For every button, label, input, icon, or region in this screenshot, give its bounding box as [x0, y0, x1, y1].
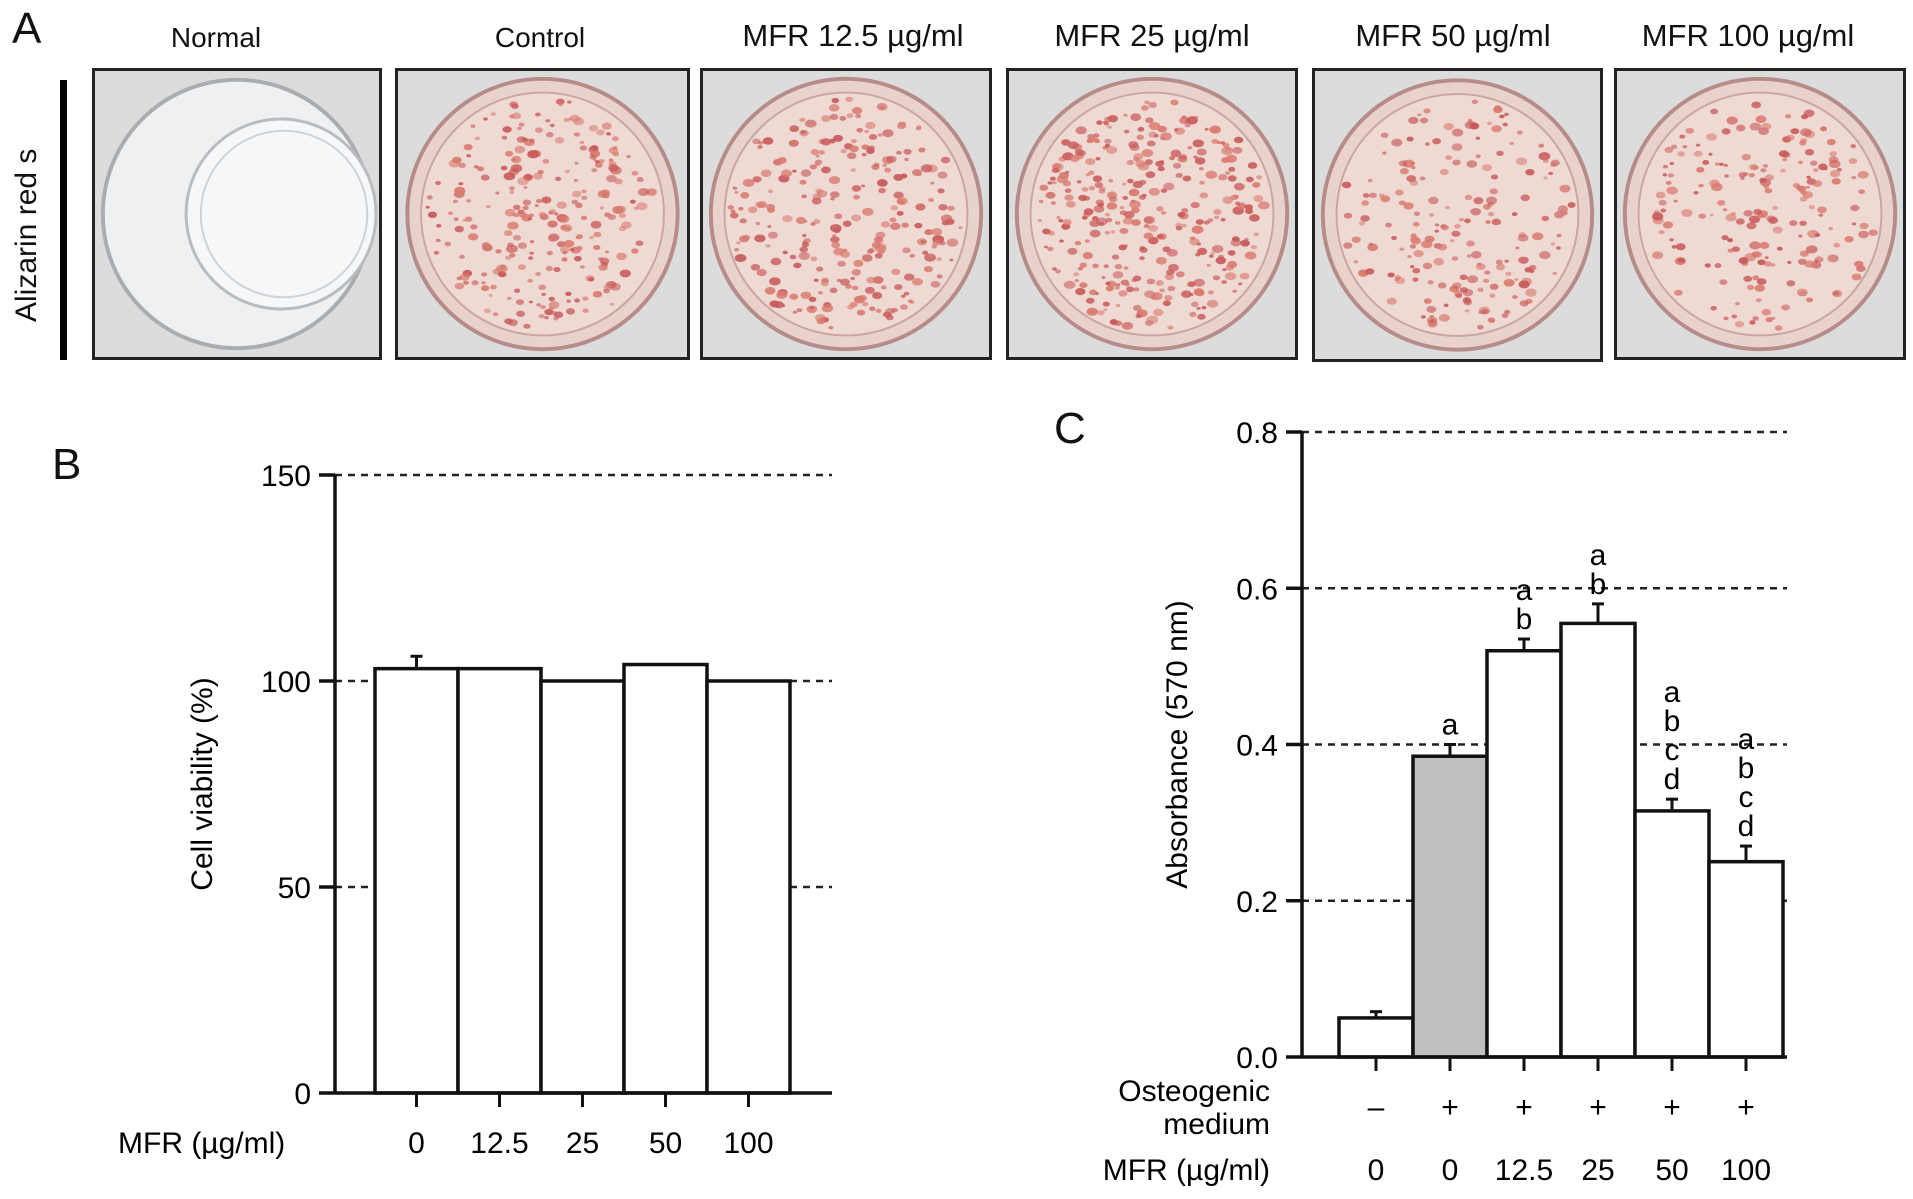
well-image-control: [395, 68, 690, 360]
significance-letter-c: b: [1664, 705, 1681, 738]
row-label-osteogenic-line1: Osteogenic: [1118, 1075, 1270, 1108]
mineral-nodules: [1341, 99, 1576, 330]
y-tick-label-c: 0.6: [1236, 573, 1278, 606]
x-tick-label-b: 0: [408, 1127, 425, 1160]
y-axis-label-c: Absorbance (570 nm): [1161, 600, 1194, 889]
well-image-mfr-100: [1614, 68, 1906, 360]
significance-letter-c: c: [1665, 734, 1680, 767]
osteogenic-mark-c: +: [1663, 1091, 1681, 1124]
osteogenic-mark-c: +: [1515, 1091, 1533, 1124]
x-tick-label-b: 12.5: [470, 1127, 528, 1160]
x-tick-label-c: 25: [1581, 1154, 1614, 1187]
dish-inner-rim: [1029, 91, 1275, 337]
well-label-control: Control: [494, 22, 586, 53]
y-tick-label-c: 0.0: [1236, 1042, 1278, 1075]
significance-letter-c: a: [1738, 723, 1755, 756]
significance-letter-c: c: [1739, 781, 1754, 814]
panel-a-letter: A: [12, 4, 42, 53]
significance-letter-c: b: [1516, 603, 1533, 636]
x-tick-label-c: 0: [1442, 1154, 1459, 1187]
bar-c-1: [1411, 754, 1489, 1059]
x-tick-label-c: 0: [1368, 1154, 1385, 1187]
x-tick-label-c: 100: [1721, 1154, 1771, 1187]
osteogenic-mark-c: +: [1589, 1091, 1607, 1124]
bar-b-25: [539, 679, 626, 1095]
row-bracket-bar: [60, 80, 67, 360]
well-image-mfr-25: [1006, 68, 1298, 360]
mineral-nodules: [727, 96, 963, 330]
x-tick-label-c: 12.5: [1495, 1154, 1553, 1187]
mineral-nodules: [425, 98, 657, 329]
well-label-normal: Normal: [170, 22, 262, 53]
osteogenic-mark-c: +: [1441, 1091, 1459, 1124]
x-tick-label-b: 100: [723, 1127, 773, 1160]
bar-b-12.5: [456, 666, 543, 1095]
bar-c-5: [1707, 859, 1785, 1059]
well-label-mfr-12-5: MFR 12.5 µg/ml: [742, 18, 964, 53]
y-tick-label-b: 0: [294, 1078, 311, 1111]
y-tick-label-c: 0.2: [1236, 886, 1278, 919]
well-label-mfr-50: MFR 50 µg/ml: [1355, 18, 1551, 53]
osteogenic-mark-c: +: [1737, 1091, 1755, 1124]
dish-lid-rim: [199, 129, 369, 299]
significance-letter-c: b: [1738, 752, 1755, 785]
dish-lid: [184, 117, 378, 311]
bar-c-4: [1633, 809, 1711, 1059]
x-axis-label-b: MFR (µg/ml): [118, 1127, 285, 1160]
panel-b-letter: B: [52, 440, 82, 489]
mineral-nodules: [1037, 99, 1270, 330]
y-axis-label-b: Cell viability (%): [186, 677, 219, 890]
significance-letter-c: a: [1590, 539, 1607, 572]
y-tick-label-b: 50: [278, 872, 311, 905]
bar-c-2: [1485, 649, 1563, 1059]
significance-letter-c: b: [1590, 568, 1607, 601]
well-label-mfr-25: MFR 25 µg/ml: [1054, 18, 1250, 53]
mineral-nodules: [1651, 101, 1878, 331]
row-label-osteogenic-line2: medium: [1163, 1108, 1270, 1141]
y-tick-label-c: 0.4: [1236, 730, 1278, 763]
well-image-mfr-12-5: [700, 68, 992, 360]
well-image-mfr-50: [1312, 68, 1603, 362]
bar-c-0: [1337, 1016, 1415, 1059]
x-tick-label-b: 25: [566, 1127, 599, 1160]
y-tick-label-b: 100: [261, 666, 311, 699]
y-tick-label-c: 0.8: [1236, 417, 1278, 450]
significance-letter-c: a: [1516, 574, 1533, 607]
well-label-mfr-100: MFR 100 µg/ml: [1641, 18, 1855, 53]
well-image-normal: [92, 68, 382, 360]
significance-letter-c: d: [1738, 810, 1755, 843]
significance-letter-c: a: [1442, 709, 1459, 742]
osteogenic-mark-c: –: [1368, 1091, 1385, 1124]
significance-letter-c: a: [1664, 676, 1681, 709]
significance-letter-c: d: [1664, 763, 1681, 796]
panel-c-letter: C: [1054, 404, 1086, 453]
bar-b-100: [705, 679, 792, 1095]
row-label-mfr-c: MFR (µg/ml): [1103, 1154, 1270, 1187]
x-tick-label-b: 50: [649, 1127, 682, 1160]
y-tick-label-b: 150: [261, 460, 311, 493]
bar-c-3: [1559, 621, 1637, 1059]
x-tick-label-c: 50: [1655, 1154, 1688, 1187]
